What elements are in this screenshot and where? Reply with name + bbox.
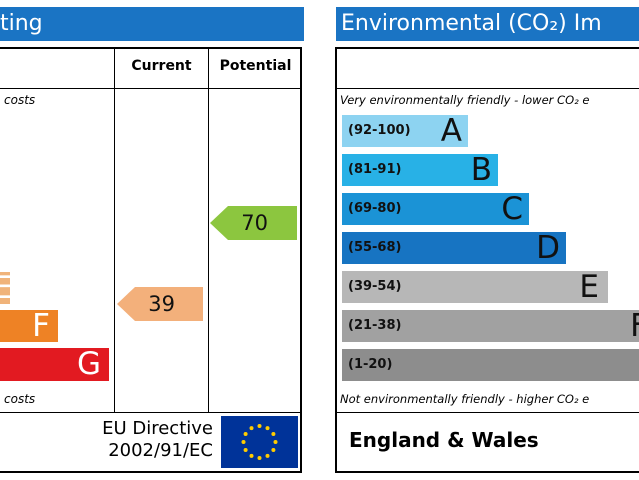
- current-column-header: Current: [131, 58, 192, 74]
- env-band-a: (92-100) A: [342, 113, 468, 149]
- environment-header-divider: [337, 88, 639, 89]
- energy-band-g-letter: G: [76, 346, 101, 382]
- energy-bottom-note: costs: [4, 392, 36, 406]
- environmental-impact-table: [335, 47, 639, 473]
- env-band-a-letter: A: [440, 113, 462, 149]
- env-band-f-letter: F: [630, 307, 639, 345]
- energy-band-g: G: [0, 346, 109, 382]
- energy-header-divider: [0, 88, 302, 89]
- env-band-f-range: (21-38): [348, 318, 402, 333]
- environment-bottom-note: Not environmentally friendly - higher CO…: [340, 392, 590, 406]
- env-band-c-letter: C: [501, 191, 523, 227]
- eu-flag: [221, 416, 298, 468]
- env-band-f: (21-38) F: [342, 307, 639, 345]
- energy-band-f-letter: F: [32, 308, 50, 344]
- current-rating-value: 39: [148, 292, 175, 316]
- energy-rating-title-bar: ting: [0, 7, 304, 41]
- eu-directive-line-2: 2002/91/EC: [108, 440, 213, 461]
- env-band-b-range: (81-91): [348, 162, 402, 177]
- energy-rating-table: [0, 47, 302, 473]
- env-band-e: (39-54) E: [342, 269, 608, 305]
- energy-band-e: E: [0, 270, 13, 306]
- potential-rating-arrow-shape: [210, 206, 297, 240]
- environmental-impact-title-bar: Environmental (CO₂) Im: [336, 7, 639, 41]
- env-band-a-range: (92-100): [348, 123, 411, 138]
- environment-bottom-divider: [337, 412, 639, 413]
- env-band-d-letter: D: [536, 230, 560, 266]
- env-band-c-range: (69-80): [348, 201, 402, 216]
- potential-column-header: Potential: [219, 58, 292, 74]
- energy-top-note: costs: [4, 93, 36, 107]
- energy-rating-title: ting: [0, 11, 43, 36]
- eu-directive-line-1: EU Directive: [102, 418, 213, 439]
- env-band-e-letter: E: [579, 269, 599, 305]
- env-band-e-range: (39-54): [348, 279, 402, 294]
- region-label: England & Wales: [349, 428, 539, 452]
- current-rating-arrow-shape: [117, 287, 203, 321]
- potential-rating-arrow: 70: [210, 206, 297, 240]
- eu-flag-stars-icon: [241, 424, 278, 460]
- env-band-b: (81-91) B: [342, 152, 498, 188]
- env-band-d: (55-68) D: [342, 230, 566, 266]
- environment-top-note: Very environmentally friendly - lower CO…: [340, 93, 590, 107]
- energy-potential-column-divider: [208, 47, 209, 412]
- env-band-c: (69-80) C: [342, 191, 529, 227]
- energy-band-f: F: [0, 308, 58, 344]
- current-rating-arrow: 39: [117, 287, 203, 321]
- energy-current-column-divider: [114, 47, 115, 412]
- environmental-impact-title: Environmental (CO₂) Im: [341, 11, 602, 36]
- env-band-d-range: (55-68): [348, 240, 402, 255]
- energy-band-e-letter: E: [0, 270, 13, 306]
- energy-bottom-divider: [0, 412, 302, 413]
- env-band-g: (1-20): [342, 349, 639, 381]
- env-band-g-range: (1-20): [348, 357, 393, 372]
- potential-rating-value: 70: [241, 211, 268, 235]
- env-band-b-letter: B: [470, 152, 492, 188]
